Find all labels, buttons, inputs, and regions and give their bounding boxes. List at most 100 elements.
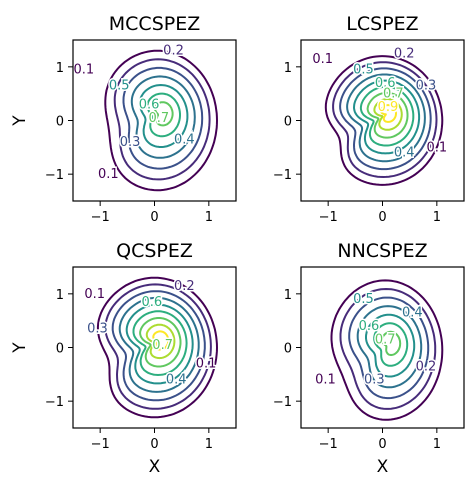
contour-level-0.5 bbox=[365, 313, 416, 378]
contour-level-0.2 bbox=[113, 58, 211, 181]
contour-level-0.2 bbox=[339, 287, 437, 410]
contour-label: 0.6 bbox=[375, 76, 396, 91]
contour-level-0.6 bbox=[373, 322, 409, 367]
contour-label: 0.1 bbox=[84, 287, 105, 302]
contour-level-0.1 bbox=[330, 279, 444, 421]
y-tick-label: 0 bbox=[284, 342, 292, 357]
contour-level-0.1 bbox=[104, 49, 219, 192]
y-tick-label: −1 bbox=[45, 168, 64, 183]
contour-level-0.7 bbox=[381, 330, 402, 356]
y-axis-label: Y bbox=[10, 342, 30, 354]
contour-label: 0.4 bbox=[166, 373, 187, 388]
x-tick-label: −1 bbox=[91, 437, 110, 452]
axes-frame bbox=[300, 266, 465, 429]
contour-label: 0.4 bbox=[402, 306, 423, 321]
contour-label: 0.6 bbox=[359, 319, 380, 334]
x-tick-label: 1 bbox=[433, 437, 441, 452]
contour-label: 0.2 bbox=[416, 359, 437, 374]
contour-label: 0.7 bbox=[152, 338, 173, 353]
x-tick-label: 0 bbox=[150, 210, 158, 225]
contour-label: 0.5 bbox=[353, 63, 374, 78]
contour-label: 0.1 bbox=[426, 140, 447, 155]
contour-level-0.7 bbox=[154, 101, 174, 127]
y-tick-label: 1 bbox=[284, 61, 292, 76]
panel-title: QCSPEZ bbox=[116, 240, 193, 262]
contour-label: 0.4 bbox=[174, 132, 195, 147]
contour-label: 0.1 bbox=[74, 63, 95, 78]
y-tick-label: 0 bbox=[284, 115, 292, 130]
panel-title: NNCSPEZ bbox=[337, 240, 427, 262]
contour-label: 0.2 bbox=[163, 44, 184, 59]
y-tick-label: 0 bbox=[56, 115, 64, 130]
y-tick-label: 1 bbox=[56, 61, 64, 76]
y-tick-label: 1 bbox=[284, 288, 292, 303]
x-tick-label: 1 bbox=[205, 437, 213, 452]
y-tick-label: −1 bbox=[273, 395, 292, 410]
y-axis-label: Y bbox=[10, 115, 30, 127]
contour-lines: 0.5 0.4 0.60.7 0.2 0.3 0.1 bbox=[314, 279, 444, 421]
contour-level-0.2 bbox=[104, 283, 212, 410]
contour-label: 0.6 bbox=[139, 97, 160, 112]
x-tick-label: 0 bbox=[378, 437, 386, 452]
contour-level-0.9 bbox=[152, 330, 170, 351]
x-tick-label: −1 bbox=[319, 437, 338, 452]
contour-level-0.1 bbox=[324, 55, 444, 186]
contour-label: 0.7 bbox=[383, 87, 404, 102]
contour-level-0.7 bbox=[139, 317, 182, 368]
contour-label: 0.2 bbox=[174, 279, 195, 294]
contour-level-0.3 bbox=[348, 296, 430, 400]
contour-label: 0.3 bbox=[364, 373, 385, 388]
panel-lcspez: 0.1 0.2 0.5 0.3 0.60.70.9 0.4 0.1 −1 −1 0 0 1 1 LCSPE… bbox=[273, 13, 465, 225]
contour-level-0.2 bbox=[332, 61, 438, 179]
contour-level-0.4 bbox=[130, 75, 196, 159]
contour-label: 0.3 bbox=[416, 79, 437, 94]
contour-level-0.7 bbox=[366, 91, 409, 139]
panel-mccspez: 0.1 0.2 0.5 0.60.7 0.3 0.4 0.1 −1 −1 0 0 1 1 MCCSPEZ Y bbox=[10, 13, 237, 225]
contour-label: 0.6 bbox=[141, 295, 162, 310]
x-tick-label: 1 bbox=[205, 210, 213, 225]
contour-level-0.3 bbox=[122, 66, 204, 170]
contour-label: 0.1 bbox=[98, 167, 119, 182]
contour-level-0.3 bbox=[111, 290, 206, 402]
panel-qcspez: 0.1 0.2 0.6 0.3 0.7 0.4 0.1 −1 −1 0 0 1 1 QCSPEZ X Y bbox=[10, 240, 237, 477]
x-tick-label: 0 bbox=[150, 437, 158, 452]
contour-level-0.8 bbox=[145, 323, 176, 360]
contour-level-0.6 bbox=[359, 85, 415, 147]
contour-label: 0.7 bbox=[149, 111, 170, 126]
x-tick-label: 1 bbox=[433, 210, 441, 225]
contour-level-0.1 bbox=[96, 276, 219, 419]
x-axis-label: X bbox=[377, 457, 389, 477]
x-axis-label: X bbox=[149, 457, 161, 477]
y-tick-label: 0 bbox=[56, 342, 64, 357]
contour-level-0.3 bbox=[339, 67, 432, 171]
contour-level-0.5 bbox=[125, 303, 194, 385]
contour-label: 0.3 bbox=[87, 322, 108, 337]
panel-title: LCSPEZ bbox=[346, 13, 418, 35]
contour-label: 0.4 bbox=[394, 146, 415, 161]
contour-level-0.4 bbox=[356, 305, 423, 389]
contour-lines: 0.1 0.2 0.5 0.60.7 0.3 0.4 0.1 bbox=[73, 42, 219, 192]
contour-label: 0.7 bbox=[375, 332, 396, 347]
x-tick-label: −1 bbox=[91, 210, 110, 225]
contour-level-0.6 bbox=[132, 310, 188, 377]
contour-level-0.5 bbox=[138, 83, 189, 148]
contour-lines: 0.1 0.2 0.5 0.3 0.60.70.9 0.4 0.1 bbox=[311, 45, 449, 186]
contour-label: 0.1 bbox=[312, 52, 333, 67]
contour-label: 0.1 bbox=[315, 373, 336, 388]
contour-label: 0.5 bbox=[353, 292, 374, 307]
contour-label: 0.1 bbox=[196, 357, 217, 372]
contour-lines: 0.1 0.2 0.6 0.3 0.7 0.4 0.1 bbox=[83, 276, 219, 419]
contour-level-0.6 bbox=[146, 92, 181, 138]
contour-level-0.4 bbox=[346, 73, 426, 163]
contour-label: 0.3 bbox=[120, 135, 141, 150]
contour-label: 0.5 bbox=[109, 79, 130, 94]
y-tick-label: −1 bbox=[273, 168, 292, 183]
contour-level-0.4 bbox=[118, 296, 200, 393]
x-tick-label: −1 bbox=[319, 210, 338, 225]
contour-level-0.8 bbox=[373, 98, 403, 131]
y-tick-label: −1 bbox=[45, 395, 64, 410]
y-tick-label: 1 bbox=[56, 288, 64, 303]
contour-level-0.5 bbox=[352, 79, 421, 155]
panel-nncspez: 0.5 0.4 0.60.7 0.2 0.3 0.1 −1 −1 0 0 1 1 NNCSPEZ X bbox=[273, 240, 465, 477]
